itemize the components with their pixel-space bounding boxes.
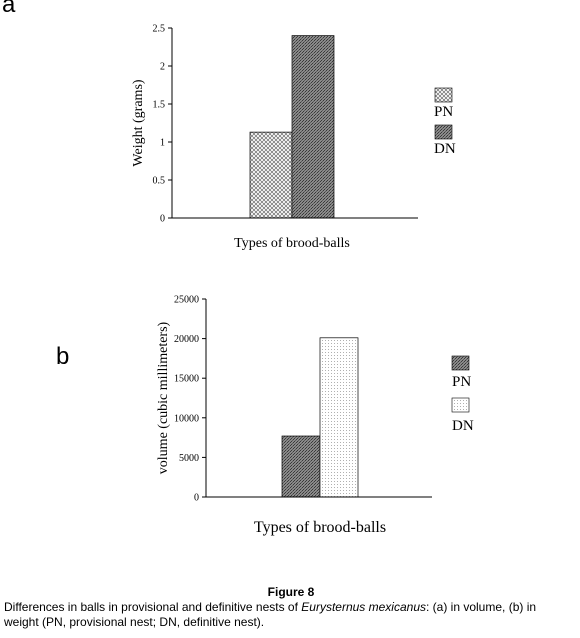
y-axis-ticks-a: 0 0.5 1 1.5 2 2.5	[153, 24, 172, 225]
bars-a	[249, 35, 335, 219]
legend-label-b-dn: DN	[452, 418, 474, 434]
caption-line-2: weight (PN, provisional nest; DN, defini…	[4, 615, 265, 629]
legend-swatch-b-pn	[451, 355, 470, 371]
y-tick-label-a-3: 1.5	[153, 100, 166, 111]
y-tick-label-b-5: 25000	[174, 295, 199, 306]
legend-a: PN DN	[434, 87, 456, 157]
legend-swatch-b-dn	[451, 397, 470, 413]
legend-label-b-pn: PN	[452, 374, 471, 390]
y-tick-label-a-1: 0.5	[153, 176, 166, 187]
figure-caption: Figure 8 Differences in balls in provisi…	[4, 585, 578, 630]
y-tick-label-a-5: 2.5	[153, 24, 166, 35]
x-axis-label-b: Types of brood-balls	[254, 519, 386, 536]
y-axis-ticks-b: 0 5000 10000 15000 20000 25000	[174, 295, 206, 504]
caption-title: Figure 8	[267, 585, 315, 599]
chart-a: a 0 0.5 1 1.5 2 2.5 Weight (grams) Types of b…	[2, 0, 456, 251]
y-tick-label-b-1: 5000	[179, 453, 199, 464]
bar-a-dn	[291, 35, 335, 219]
legend-swatch-a-dn	[434, 124, 453, 140]
bar-b-dn	[319, 337, 359, 498]
x-axis-label-a: Types of brood-balls	[234, 236, 350, 251]
legend-b: PN DN	[451, 355, 474, 434]
legend-swatch-a-pn	[434, 87, 453, 103]
panel-label-b: b	[56, 343, 69, 370]
y-tick-label-b-4: 20000	[174, 334, 199, 345]
y-tick-label-a-2: 1	[160, 138, 165, 149]
y-axis-label-b: volume (cubic millimeters)	[156, 321, 171, 474]
y-tick-label-a-0: 0	[160, 214, 165, 225]
caption-text-end: : (a) in volume, (b) in	[426, 600, 537, 614]
figure-canvas: a 0 0.5 1 1.5 2 2.5 Weight (grams) Types of b…	[2, 0, 474, 537]
caption-species: Eurysternus mexicanus	[301, 600, 426, 614]
chart-b: b 0 5000 10000 15000 20000 25000 volume (cubi…	[56, 295, 474, 537]
bar-b-pn	[281, 435, 321, 498]
y-tick-label-a-4: 2	[160, 62, 165, 73]
panel-label-a: a	[2, 0, 16, 18]
y-axis-label-a: Weight (grams)	[131, 79, 146, 166]
bars-b	[281, 337, 359, 498]
y-tick-label-b-2: 10000	[174, 413, 199, 424]
y-tick-label-b-0: 0	[194, 493, 199, 504]
caption-text-start: Differences in balls in provisional and …	[4, 600, 302, 614]
legend-label-a-pn: PN	[434, 104, 453, 120]
y-tick-label-b-3: 15000	[174, 374, 199, 385]
caption-body: Differences in balls in provisional and …	[4, 600, 578, 630]
bar-a-pn	[249, 131, 293, 219]
legend-label-a-dn: DN	[434, 141, 456, 157]
